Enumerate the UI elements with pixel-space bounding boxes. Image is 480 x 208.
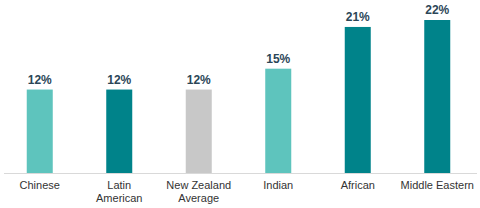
data-label: 21% — [346, 10, 370, 24]
bar — [424, 20, 450, 173]
data-label: 12% — [107, 73, 131, 87]
data-label: 15% — [266, 52, 290, 66]
bar — [265, 69, 291, 173]
category-label: Middle Eastern — [401, 179, 474, 191]
data-label: 12% — [187, 73, 211, 87]
category-label: New ZealandAverage — [166, 179, 231, 204]
baseline — [4, 173, 477, 174]
category-label: Chinese — [20, 179, 60, 191]
category-label: LatinAmerican — [96, 179, 142, 204]
bar — [186, 90, 212, 173]
chart: 12% 12% 12% 15% 21% 22% Chinese LatinAmerican Ne… — [0, 0, 480, 208]
category-label: Indian — [263, 179, 293, 191]
data-label: 22% — [425, 3, 449, 17]
bar — [345, 27, 371, 173]
data-label: 12% — [28, 73, 52, 87]
bars — [27, 20, 451, 173]
bar — [27, 90, 53, 173]
category-label: African — [341, 179, 375, 191]
bar — [106, 90, 132, 173]
